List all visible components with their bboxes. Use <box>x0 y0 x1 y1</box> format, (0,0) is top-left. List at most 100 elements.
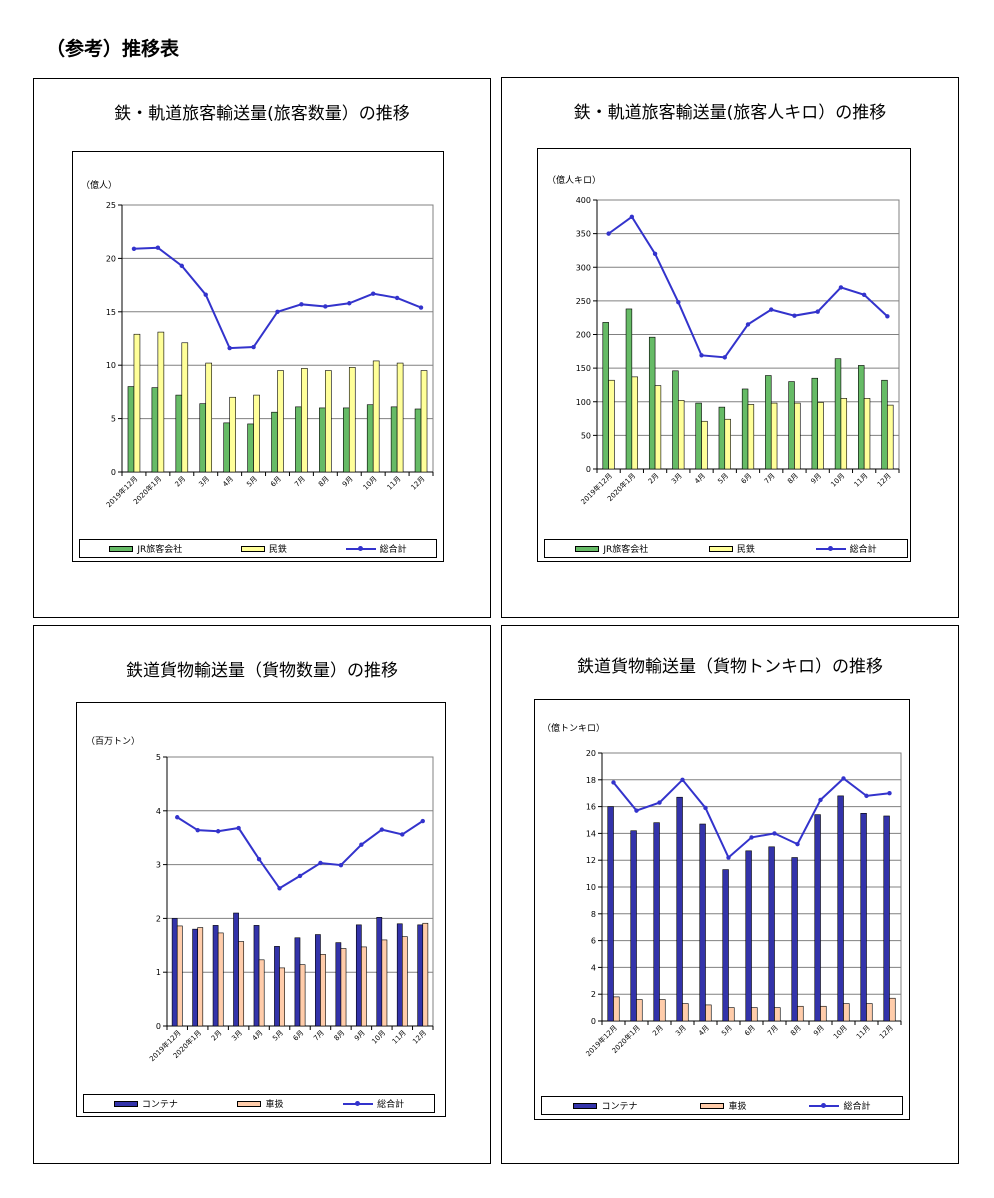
line-point <box>179 263 185 269</box>
chart-title: 鉄・軌道旅客輸送量(旅客数量）の推移 <box>114 104 410 124</box>
x-tick-label: 7月 <box>763 472 777 486</box>
line-point <box>792 313 797 318</box>
line-point <box>297 873 303 879</box>
x-tick-label: 10月 <box>370 1029 387 1046</box>
bar <box>602 322 609 470</box>
bar <box>840 398 848 470</box>
legend-item: 車扱 <box>237 1097 283 1110</box>
bar <box>770 402 778 470</box>
bar <box>630 830 637 1022</box>
y-tick-label: 16 <box>586 803 596 812</box>
bar <box>843 1003 850 1022</box>
line-point <box>769 307 774 312</box>
chart-title: 鉄道貨物輸送量（貨物トンキロ）の推移 <box>577 657 883 677</box>
line-point <box>726 855 731 860</box>
chart-frame: （百万トン） 0 1 2 3 4 5 2019年12月 2020年1月 2月 3月 4月 5月 6月 7月… <box>76 702 446 1117</box>
line-point <box>606 231 611 236</box>
line-point <box>227 345 232 351</box>
bar <box>659 999 666 1022</box>
bar <box>175 394 183 473</box>
legend-label: 車扱 <box>265 1100 284 1110</box>
line-point <box>400 832 405 837</box>
legend-swatch <box>708 545 733 552</box>
bar <box>348 367 356 473</box>
bar <box>722 869 729 1022</box>
bar <box>607 806 614 1022</box>
y-tick-label: 100 <box>576 398 591 407</box>
y-tick-label: 20 <box>106 254 116 263</box>
bar <box>181 342 189 473</box>
line-point <box>629 214 635 220</box>
legend-swatch <box>113 1100 138 1107</box>
x-tick-label: 9月 <box>353 1029 367 1043</box>
y-tick-label: 4 <box>156 807 161 816</box>
legend-swatch <box>700 1102 725 1109</box>
bar <box>335 942 342 1027</box>
bar <box>863 398 871 470</box>
x-tick-label: 6月 <box>740 472 754 486</box>
line-point <box>815 309 820 314</box>
x-tick-label: 8月 <box>317 475 331 489</box>
bar <box>653 822 660 1022</box>
bar <box>325 370 332 473</box>
bar <box>834 358 842 470</box>
x-tick-label: 7月 <box>312 1029 326 1043</box>
x-tick-label: 4月 <box>221 475 235 489</box>
bar <box>396 362 404 473</box>
x-tick-label: 3月 <box>674 1024 688 1038</box>
bar <box>253 394 260 473</box>
y-tick-label: 2 <box>156 914 161 923</box>
y-tick-label: 25 <box>106 201 116 210</box>
bar <box>233 912 239 1027</box>
bar <box>422 922 429 1027</box>
bar <box>342 407 350 473</box>
line-point <box>841 776 846 781</box>
chart-frame: （億トンキロ） 0 2 4 6 8 10 12 14 16 18 20 2019年12月 2020年1月… <box>534 699 910 1120</box>
line-point <box>215 829 221 834</box>
bar <box>678 400 685 470</box>
x-tick-label: 8月 <box>333 1029 347 1043</box>
bar <box>127 386 135 473</box>
y-tick-label: 0 <box>591 1017 596 1026</box>
bar <box>791 857 798 1022</box>
chart-legend: JR旅客会社 民鉄 総合計 <box>544 539 908 558</box>
x-tick-label: 9月 <box>809 472 823 486</box>
bar <box>372 360 380 473</box>
bar <box>811 377 818 470</box>
line-point <box>338 862 344 868</box>
bar <box>883 815 890 1022</box>
x-tick-label: 6月 <box>269 475 283 489</box>
y-tick-label: 0 <box>111 468 116 477</box>
bar <box>695 402 702 470</box>
legend-swatch <box>237 1100 262 1107</box>
x-tick-label: 5月 <box>720 1024 734 1038</box>
bar <box>837 795 844 1022</box>
bar <box>648 336 656 470</box>
chart-title: 鉄道貨物輸送量（貨物数量）の推移 <box>126 661 398 681</box>
x-tick-label: 3月 <box>670 472 684 486</box>
bar <box>205 362 213 473</box>
line-point <box>251 344 256 350</box>
legend-swatch <box>343 1100 374 1108</box>
x-tick-label: 7月 <box>766 1024 780 1038</box>
bar <box>238 941 245 1027</box>
bar <box>277 370 284 473</box>
chart-panel-freight-tons: 鉄道貨物輸送量（貨物数量）の推移 （百万トン） 0 1 2 3 4 5 2019年12月 20… <box>33 625 491 1164</box>
bar <box>631 376 638 470</box>
y-tick-label: 10 <box>106 361 116 370</box>
bar <box>728 1007 735 1022</box>
line-point <box>745 322 751 327</box>
x-tick-label: 2019年12月 <box>104 474 139 509</box>
y-tick-label: 5 <box>156 753 161 762</box>
legend-label: JR旅客会社 <box>137 545 183 555</box>
y-tick-label: 0 <box>586 465 591 474</box>
bar <box>765 375 772 470</box>
line-point <box>418 305 424 310</box>
legend-label: コンテナ <box>601 1102 638 1112</box>
line-point <box>277 886 282 891</box>
y-tick-label: 14 <box>586 829 596 838</box>
x-tick-label: 6月 <box>292 1029 306 1043</box>
chart-panel-freight-ton-km: 鉄道貨物輸送量（貨物トンキロ）の推移 （億トンキロ） 0 2 4 6 8 10 12 14 16… <box>501 625 959 1164</box>
bar <box>192 928 198 1027</box>
